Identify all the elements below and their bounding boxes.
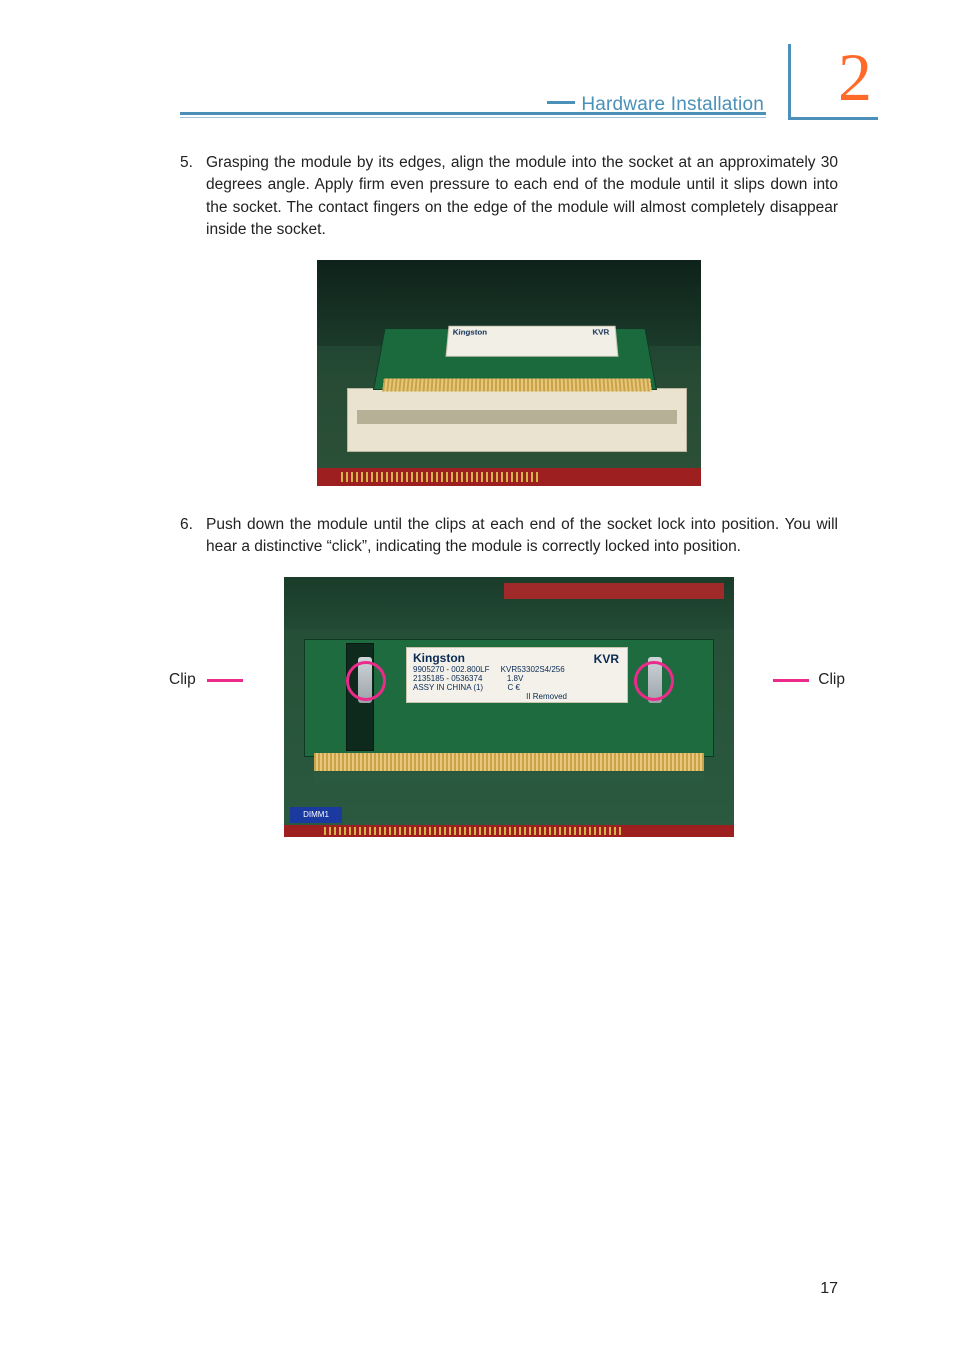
ram-brand-2: Kingston	[413, 651, 465, 665]
clip-leader-right	[773, 679, 809, 682]
step-number: 6.	[180, 514, 206, 559]
section-title-text: Hardware Installation	[581, 94, 764, 115]
ram-line3: ASSY IN CHINA (1)	[413, 683, 483, 692]
ram-brand: Kingston	[452, 328, 487, 336]
ram-model: KVR	[592, 328, 609, 336]
figure-2-image: Kingston KVR 9905270 - 002.800LF KVR5330…	[284, 577, 734, 837]
step-6: 6. Push down the module until the clips …	[180, 514, 838, 559]
clip-label-right: Clip	[818, 671, 845, 689]
clip-leader-left	[207, 679, 243, 682]
step-5: 5. Grasping the module by its edges, ali…	[180, 152, 838, 242]
figure-2: Clip Clip Kingston KVR 9905270 - 002.800…	[229, 577, 789, 837]
section-title: Hardware Installation	[547, 94, 764, 116]
step-text: Push down the module until the clips at …	[206, 514, 838, 559]
ram-line2b: 1.8V	[507, 674, 523, 683]
ram-line1: 9905270 - 002.800LF	[413, 665, 490, 674]
ram-line4b: II Removed	[526, 692, 567, 701]
clip-label-left: Clip	[169, 671, 196, 689]
ram-line2: 2135185 - 0536374	[413, 674, 482, 683]
page-header: Hardware Installation	[180, 80, 884, 126]
step-text: Grasping the module by its edges, align …	[206, 152, 838, 242]
figure-1: Kingston KVR	[317, 260, 701, 486]
page-number: 17	[820, 1280, 838, 1298]
step-number: 5.	[180, 152, 206, 242]
title-dash-icon	[547, 101, 575, 104]
ram-line1b: KVR53302S4/256	[501, 665, 565, 674]
page: 2 Hardware Installation 5. Grasping the …	[0, 0, 954, 1354]
clip-highlight-right-icon	[634, 661, 674, 701]
ram-line3b: C €	[508, 683, 520, 692]
ram-label-1: Kingston KVR	[446, 326, 619, 357]
content-area: 5. Grasping the module by its edges, ali…	[180, 152, 838, 837]
figure-1-image: Kingston KVR	[317, 260, 701, 486]
clip-highlight-left-icon	[346, 661, 386, 701]
ram-model-2: KVR	[594, 652, 619, 666]
dimm-label: DIMM1	[290, 807, 342, 823]
ram-label-2: Kingston KVR 9905270 - 002.800LF KVR5330…	[406, 647, 628, 703]
